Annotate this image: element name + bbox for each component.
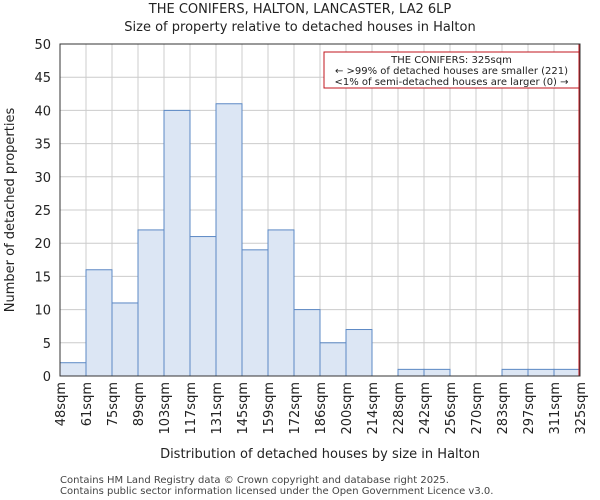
bar-297sqm <box>527 368 555 377</box>
annotation-line-3: <1% of semi-detached houses are larger (… <box>334 77 568 88</box>
annotation-box <box>323 51 580 89</box>
y-tick-label: 15 <box>34 270 51 285</box>
y-tick-label: 40 <box>34 104 51 119</box>
annotation-line-2: ← >99% of detached houses are smaller (2… <box>335 66 568 77</box>
x-tick-label: 103sqm <box>158 382 173 435</box>
bar-228sqm <box>397 368 425 377</box>
chart-subtitle: Size of property relative to detached ho… <box>124 20 475 35</box>
x-tick-label: 311sqm <box>548 382 563 435</box>
y-axis-label: Number of detached properties <box>3 108 18 313</box>
bar-186sqm <box>319 342 347 377</box>
bar-242sqm <box>423 368 451 377</box>
bar-103sqm <box>163 109 191 377</box>
bar-311sqm <box>553 368 581 377</box>
y-axis-ticks: 0 5 10 15 20 25 30 35 40 45 50 <box>34 38 51 385</box>
chart-title: THE CONIFERS, HALTON, LANCASTER, LA2 6LP <box>148 2 452 17</box>
y-tick-label: 0 <box>43 370 51 385</box>
x-tick-label: 242sqm <box>418 382 433 435</box>
y-tick-label: 45 <box>34 71 51 86</box>
y-tick-label: 5 <box>43 337 51 352</box>
bar-89sqm <box>137 229 165 377</box>
bar-145sqm <box>241 249 269 377</box>
bars <box>59 103 581 377</box>
bar-283sqm <box>501 368 529 377</box>
x-tick-label: 117sqm <box>184 382 199 435</box>
x-axis-ticks: 48sqm 61sqm 75sqm 89sqm 103sqm 117sqm 131sqm 14… <box>54 382 589 435</box>
x-tick-label: 48sqm <box>54 382 69 426</box>
x-tick-label: 200sqm <box>340 382 355 435</box>
annotation-line-1: THE CONIFERS: 325sqm <box>390 55 512 66</box>
x-tick-label: 256sqm <box>444 382 459 435</box>
x-tick-label: 75sqm <box>106 382 121 426</box>
x-tick-label: 283sqm <box>496 382 511 435</box>
y-tick-label: 30 <box>34 171 51 186</box>
x-tick-label: 145sqm <box>236 382 251 435</box>
bar-48sqm <box>59 362 87 377</box>
bar-117sqm <box>189 236 217 377</box>
x-tick-label: 214sqm <box>366 382 381 435</box>
footer-line-1: Contains HM Land Registry data © Crown c… <box>60 475 449 486</box>
x-tick-label: 61sqm <box>80 382 95 426</box>
x-tick-label: 186sqm <box>314 382 329 435</box>
x-tick-label: 297sqm <box>522 382 537 435</box>
bar-159sqm <box>267 229 295 377</box>
y-tick-label: 50 <box>34 38 51 53</box>
bar-75sqm <box>111 302 139 377</box>
y-tick-label: 35 <box>34 138 51 153</box>
bar-172sqm <box>293 309 321 377</box>
bar-61sqm <box>85 269 113 377</box>
x-tick-label: 172sqm <box>288 382 303 435</box>
x-tick-label: 159sqm <box>262 382 277 435</box>
x-tick-label: 131sqm <box>210 382 225 435</box>
bar-131sqm <box>215 103 243 377</box>
x-tick-label: 270sqm <box>470 382 485 435</box>
y-tick-label: 10 <box>34 304 51 319</box>
plot-frame <box>59 43 581 377</box>
y-tick-label: 25 <box>34 204 51 219</box>
x-tick-label: 228sqm <box>392 382 407 435</box>
x-tick-label: 325sqm <box>574 382 589 435</box>
y-tick-label: 20 <box>34 237 51 252</box>
bar-200sqm <box>345 329 373 377</box>
footer-line-2: Contains public sector information licen… <box>60 486 493 497</box>
x-tick-label: 89sqm <box>132 382 147 426</box>
x-axis-label: Distribution of detached houses by size … <box>160 447 480 462</box>
